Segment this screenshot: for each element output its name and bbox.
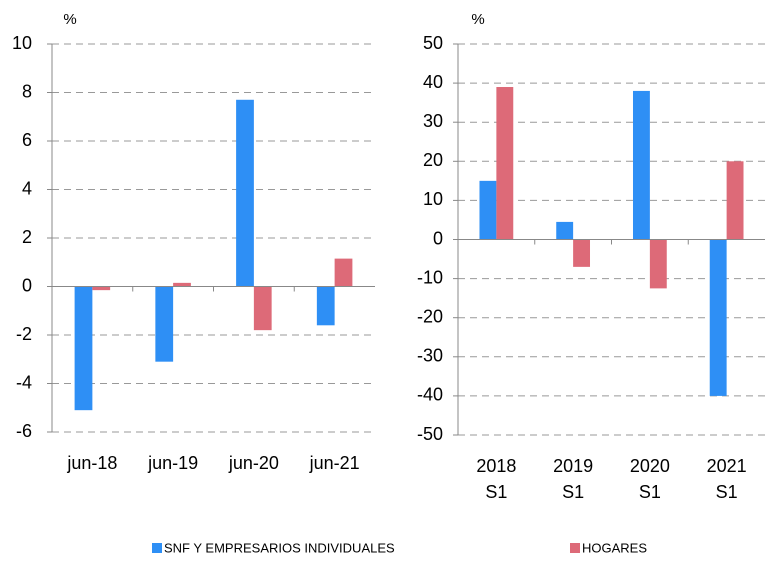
legend-swatch (570, 543, 580, 553)
y-tick-label: -2 (16, 324, 32, 344)
y-tick-label: -40 (417, 385, 443, 405)
x-tick-label: 2020 (630, 456, 670, 476)
bar (316, 286, 335, 326)
bar (236, 99, 254, 287)
bar (479, 180, 497, 240)
y-tick-label: 30 (423, 111, 443, 131)
bar (173, 282, 191, 287)
bar (556, 221, 574, 240)
x-tick-label: jun-19 (147, 453, 198, 473)
bar (253, 286, 272, 331)
x-tick-label: jun-18 (66, 453, 117, 473)
legend-swatch (152, 543, 162, 553)
x-tick-label: S1 (562, 482, 584, 502)
legend-label: HOGARES (582, 540, 647, 555)
y-tick-label: -10 (417, 267, 443, 287)
y-tick-label: 6 (22, 130, 32, 150)
bar (573, 239, 591, 267)
y-tick-label: 50 (423, 33, 443, 53)
bar (92, 286, 111, 291)
x-tick-label: 2019 (553, 456, 593, 476)
bar (334, 258, 353, 287)
bar (709, 239, 727, 396)
bar (155, 286, 174, 362)
y-tick-label: 2 (22, 227, 32, 247)
bar (74, 286, 93, 411)
y-tick-label: 0 (22, 275, 32, 295)
y-tick-label: 10 (12, 33, 32, 53)
y-tick-label: 8 (22, 81, 32, 101)
bar (649, 239, 667, 289)
bar (496, 87, 514, 240)
y-tick-label: 20 (423, 150, 443, 170)
y-tick-label: -4 (16, 372, 32, 392)
y-axis-label: % (471, 11, 484, 28)
y-tick-label: -20 (417, 306, 443, 326)
y-tick-label: 4 (22, 178, 32, 198)
y-tick-label: -50 (417, 424, 443, 444)
x-tick-label: jun-20 (228, 453, 279, 473)
x-tick-label: jun-21 (309, 453, 360, 473)
y-axis-label: % (63, 11, 76, 28)
y-tick-label: 10 (423, 189, 443, 209)
y-tick-label: -30 (417, 346, 443, 366)
x-tick-label: 2021 (707, 456, 747, 476)
y-tick-label: 0 (433, 228, 443, 248)
x-tick-label: S1 (639, 482, 661, 502)
y-tick-label: -6 (16, 421, 32, 441)
bar (726, 161, 744, 240)
x-tick-label: S1 (716, 482, 738, 502)
x-tick-label: S1 (485, 482, 507, 502)
bar (632, 90, 650, 240)
legend-label: SNF Y EMPRESARIOS INDIVIDUALES (164, 540, 395, 555)
y-tick-label: 40 (423, 72, 443, 92)
x-tick-label: 2018 (476, 456, 516, 476)
